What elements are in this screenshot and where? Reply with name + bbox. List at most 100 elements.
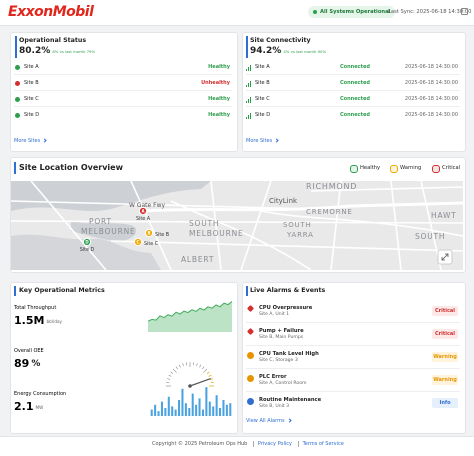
site-name: Site D: [24, 112, 39, 118]
marker-label: Site A: [136, 216, 151, 222]
energy-bar: [212, 406, 214, 416]
alarm-icon: [247, 352, 254, 359]
energy-bar: [199, 398, 201, 416]
gauge-tick: [171, 372, 173, 374]
signal-icon: [250, 81, 251, 87]
metric-value: 2.1: [14, 400, 34, 413]
metric-unit: %: [31, 359, 40, 369]
copyright: Copyright © 2025 Petroleum Ops Hub: [152, 441, 247, 447]
metric-value: 1.5M: [14, 314, 44, 327]
gauge-tick: [169, 375, 172, 376]
separator: [14, 74, 232, 75]
map-label: ALBERT: [181, 255, 214, 264]
separator: [246, 345, 460, 346]
energy-bar: [164, 408, 166, 416]
energy-bar: [158, 411, 160, 416]
map-label: PORT: [89, 217, 112, 226]
map[interactable]: W Gate FwyPORTMELBOURNESOUTHMELBOURNERIC…: [11, 181, 463, 270]
alarm-badge: Critical: [432, 329, 458, 339]
gauge-hub: [188, 384, 192, 388]
settings-icon[interactable]: [461, 8, 468, 15]
map-label: CREMORNE: [306, 208, 353, 216]
energy-bar: [202, 410, 204, 416]
signal-icon: [246, 101, 247, 103]
status-pill: All Systems Operational: [308, 6, 395, 18]
last-sync: Last Sync: 2025-06-18 14:30:00: [388, 9, 471, 15]
marker-label: Site C: [144, 241, 159, 247]
site-status: Healthy: [208, 64, 230, 70]
privacy-link[interactable]: Privacy Policy: [258, 441, 292, 447]
energy-bar: [171, 406, 173, 416]
separator: [246, 74, 460, 75]
site-name: Site C: [24, 96, 39, 102]
site-status: Healthy: [208, 112, 230, 118]
energy-bar: [168, 397, 170, 416]
legend-label: Healthy: [360, 165, 380, 171]
signal-icon: [246, 69, 247, 71]
site-time: 2025-06-18 14:30:00: [405, 64, 458, 70]
map-label: YARRA: [286, 231, 314, 239]
site-time: 2025-06-18 14:30:00: [405, 112, 458, 118]
more-link[interactable]: More Sites: [246, 138, 278, 144]
logo[interactable]: ExxonMobil: [8, 4, 93, 20]
energy-bar: [226, 405, 228, 416]
more-text[interactable]: More Sites: [246, 138, 272, 144]
energy-bar: [192, 394, 194, 416]
site-name: Site B: [255, 80, 270, 86]
site-name: Site B: [24, 80, 39, 86]
alarm-location: Site A, Unit 1: [259, 312, 289, 317]
legend-icon: [432, 165, 440, 173]
gauge-tick: [173, 369, 177, 373]
gauge-tick: [179, 365, 180, 368]
alarm-title: PLC Error: [259, 374, 287, 380]
alarm-badge: Warning: [432, 375, 458, 385]
energy-bar: [185, 403, 187, 416]
site-status: Connected: [340, 64, 370, 70]
alarm-icon: [247, 398, 254, 405]
more-link[interactable]: View All Alarms: [246, 418, 291, 424]
energy-bar: [219, 408, 221, 416]
site-name: Site A: [255, 64, 270, 70]
separator: [246, 322, 460, 323]
separator: [14, 106, 232, 107]
metric-value: 89: [14, 357, 29, 370]
metric-unit: MW: [36, 405, 44, 410]
site-time: 2025-06-18 14:30:00: [405, 96, 458, 102]
site-status: Connected: [340, 112, 370, 118]
kpi-value: 80.2%: [19, 46, 50, 56]
legend-icon: [390, 165, 398, 173]
metric-label: Energy Consumption: [14, 391, 66, 397]
map-label: MELBOURNE: [81, 227, 136, 236]
signal-icon: [250, 97, 251, 103]
terms-link[interactable]: Terms of Service: [303, 441, 344, 447]
site-status: Healthy: [208, 96, 230, 102]
alarm-badge: Info: [432, 398, 458, 408]
more-text[interactable]: View All Alarms: [246, 418, 285, 424]
gauge-tick: [202, 367, 204, 369]
signal-icon: [246, 85, 247, 87]
gauge-tick: [209, 375, 212, 376]
more-text[interactable]: More Sites: [14, 138, 40, 144]
legend-icon: [350, 165, 358, 173]
gauge-tick: [167, 379, 170, 380]
separator: [246, 368, 460, 369]
more-link[interactable]: More Sites: [14, 138, 46, 144]
separator: [246, 106, 460, 107]
energy-bar: [216, 395, 218, 416]
separator: [246, 90, 460, 91]
signal-icon: [248, 83, 249, 87]
status-icon: [15, 65, 20, 70]
map-label: HAWT: [431, 211, 457, 220]
signal-icon: [248, 99, 249, 103]
signal-icon: [248, 67, 249, 71]
site-name: Site C: [255, 96, 270, 102]
map-label: MELBOURNE: [189, 229, 244, 238]
kpi-change: ↑ 8% vs last month 79%: [48, 49, 95, 54]
card-title: Site Location Overview: [19, 163, 123, 172]
status-icon: [15, 113, 20, 118]
gauge-tick: [207, 372, 209, 374]
energy-bar: [178, 400, 180, 416]
map-label: RICHMOND: [306, 182, 357, 191]
